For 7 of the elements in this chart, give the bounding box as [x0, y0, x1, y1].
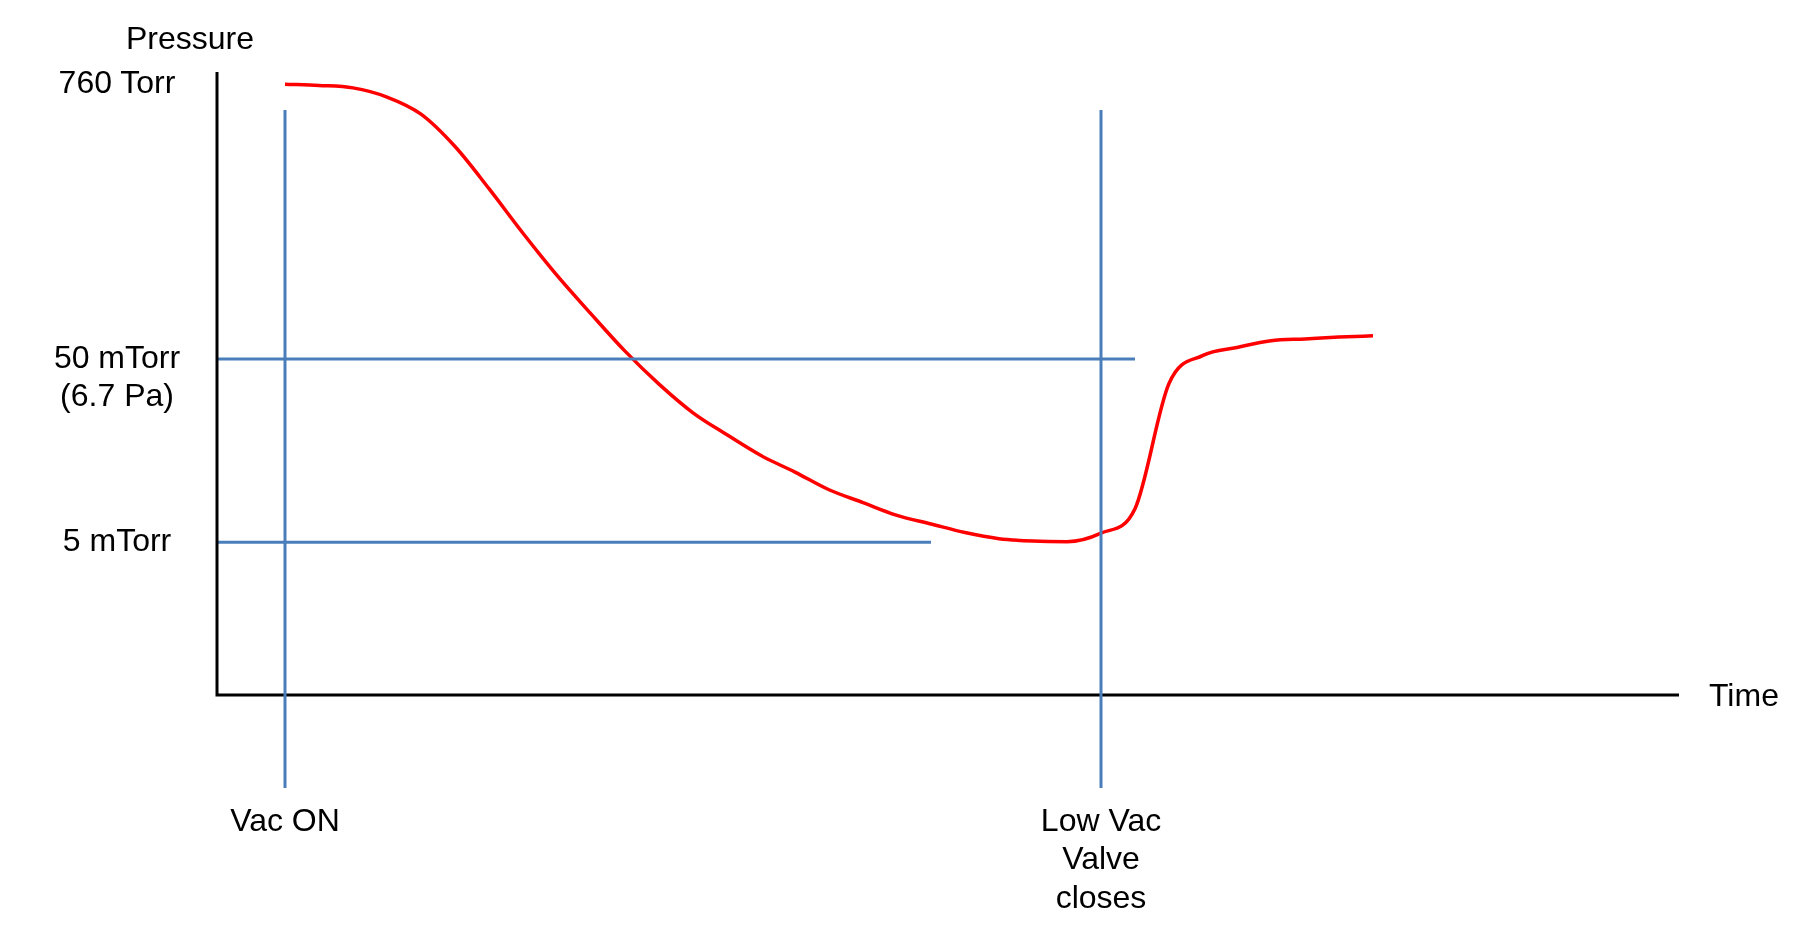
y-axis-title: Pressure [125, 19, 255, 56]
x-axis-title: Time [1709, 676, 1779, 713]
series-label: 50 mTorr (6.7 Pa) [53, 338, 181, 413]
text: 760 Torr [58, 64, 176, 101]
series-label: 5 mTorr [62, 522, 172, 559]
x-tick-label: Low Vac Valve closes [1040, 802, 1162, 915]
x-tick-label: Vac ON [230, 802, 340, 839]
